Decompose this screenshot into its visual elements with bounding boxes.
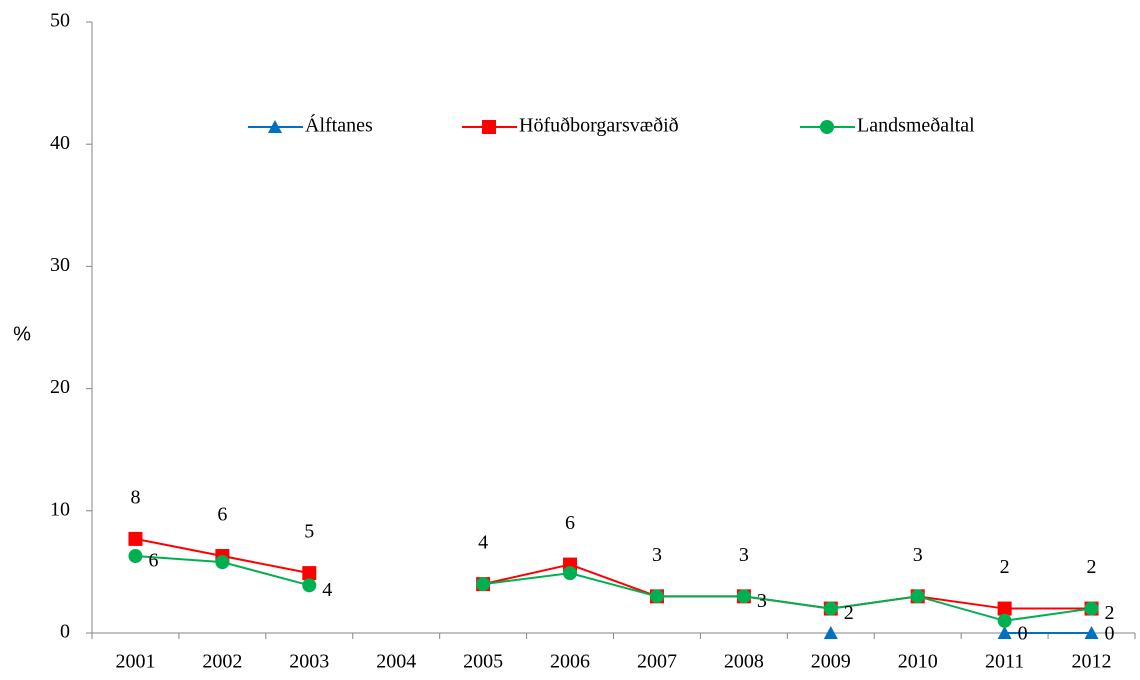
data-point: [215, 555, 230, 570]
x-tick-label: 2009: [811, 651, 851, 673]
x-tick-label: 2002: [202, 651, 242, 673]
x-tick-label: 2007: [637, 651, 677, 673]
data-label: 3: [739, 544, 749, 566]
data-label: 6: [148, 550, 158, 572]
data-point: [1084, 601, 1099, 616]
legend-label: Landsmeðaltal: [857, 115, 975, 137]
data-label: 3: [652, 544, 662, 566]
data-label: 6: [565, 512, 575, 534]
x-tick-label: 2004: [376, 651, 416, 673]
x-tick-label: 2011: [985, 651, 1024, 673]
data-point: [736, 589, 751, 604]
data-label: 4: [322, 579, 332, 601]
x-tick-label: 2006: [550, 651, 590, 673]
x-tick-label: 2003: [289, 651, 329, 673]
data-point: [302, 566, 317, 581]
data-point: [997, 601, 1012, 616]
y-tick-label: 40: [50, 132, 70, 154]
data-point: [910, 589, 925, 604]
x-tick-label: 2008: [724, 651, 764, 673]
y-tick-label: 30: [50, 254, 70, 276]
y-tick-label: 20: [50, 376, 70, 398]
y-tick-label: 10: [50, 498, 70, 520]
data-point: [649, 589, 664, 604]
data-label: 6: [217, 504, 227, 526]
data-label: 8: [130, 486, 140, 508]
data-point: [128, 531, 143, 546]
legend-label: Álftanes: [305, 114, 373, 137]
data-label: 2: [844, 602, 854, 624]
data-label: 2: [1105, 602, 1115, 624]
y-tick-label: 50: [50, 10, 70, 32]
y-tick-label: 0: [60, 621, 70, 643]
series-line: [135, 537, 1092, 610]
data-point: [1084, 626, 1099, 639]
data-label: 2: [1087, 556, 1097, 578]
data-point: [823, 626, 838, 639]
data-point: [997, 626, 1012, 639]
data-point: [476, 577, 491, 592]
x-tick-label: 2005: [463, 651, 503, 673]
data-label: 3: [913, 544, 923, 566]
data-label: 5: [304, 521, 314, 543]
data-label: 0: [1105, 623, 1115, 645]
data-point: [302, 578, 317, 593]
data-label: 4: [478, 532, 488, 554]
legend-marker: [268, 120, 282, 133]
legend-label: Höfuðborgarsvæðið: [519, 115, 679, 137]
series-line: [135, 555, 1092, 622]
data-label: 0: [1018, 623, 1028, 645]
data-point: [823, 601, 838, 616]
x-tick-label: 2001: [115, 651, 155, 673]
legend-marker: [820, 120, 834, 134]
data-point: [997, 613, 1012, 628]
data-point: [563, 566, 578, 581]
y-axis-label: %: [13, 323, 31, 345]
data-label: 2: [1000, 556, 1010, 578]
data-label: 3: [757, 590, 767, 612]
x-tick-label: 2012: [1072, 651, 1112, 673]
legend-marker: [482, 120, 496, 134]
data-point: [128, 549, 143, 564]
x-tick-label: 2010: [898, 651, 938, 673]
